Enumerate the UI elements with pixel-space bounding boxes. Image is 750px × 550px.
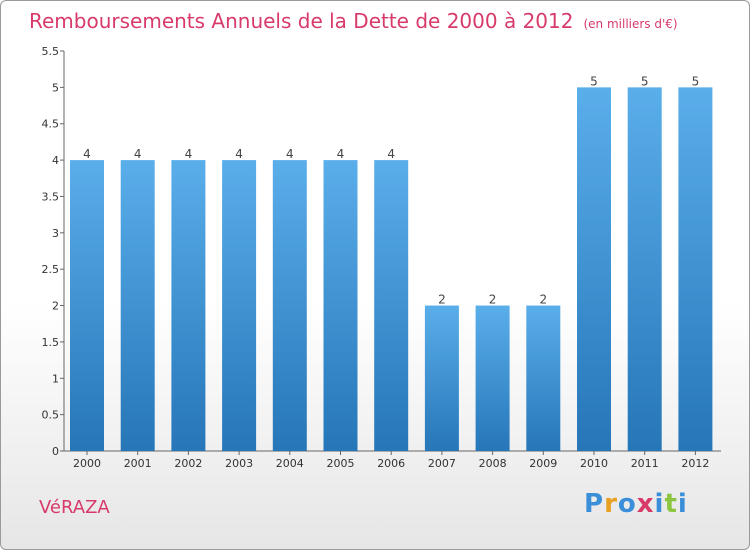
- bar-data-label: 4: [387, 147, 395, 161]
- y-tick-label: 5: [52, 81, 59, 94]
- bar-data-label: 2: [489, 293, 497, 307]
- bar: [526, 305, 561, 451]
- y-tick-label: 1.5: [42, 336, 60, 349]
- commune-name: VéRAZA: [39, 497, 110, 518]
- logo-letter: t: [664, 489, 678, 519]
- bar: [222, 160, 257, 451]
- x-tick-label: 2006: [377, 457, 405, 470]
- x-tick-label: 2009: [529, 457, 557, 470]
- bar: [70, 160, 104, 451]
- x-tick-label: 2005: [327, 457, 355, 470]
- bar: [171, 160, 206, 451]
- bar: [577, 87, 611, 451]
- logo-letter: P: [584, 489, 605, 519]
- logo-letter: o: [617, 489, 637, 519]
- bar-data-label: 4: [235, 147, 243, 161]
- x-tick-label: 2000: [73, 457, 101, 470]
- x-tick-label: 2004: [276, 457, 304, 470]
- y-tick-label: 2: [52, 300, 59, 313]
- bar-data-label: 2: [539, 293, 547, 307]
- x-tick-label: 2002: [174, 457, 202, 470]
- bar-data-label: 4: [83, 147, 91, 161]
- bar-data-label: 4: [286, 147, 294, 161]
- bar-data-label: 5: [692, 74, 700, 88]
- y-tick-label: 5.5: [42, 45, 60, 58]
- y-tick-label: 0: [52, 445, 59, 458]
- bar: [374, 160, 409, 451]
- y-tick-label: 1: [52, 372, 59, 385]
- y-tick-label: 2.5: [42, 263, 60, 276]
- y-tick-label: 3: [52, 227, 59, 240]
- x-tick-label: 2001: [124, 457, 152, 470]
- x-tick-label: 2003: [225, 457, 253, 470]
- bar-data-label: 5: [590, 74, 598, 88]
- logo-letter: r: [604, 489, 618, 519]
- chart-unit: (en milliers d'€): [583, 17, 678, 31]
- bar-data-label: 5: [641, 74, 649, 88]
- x-tick-label: 2007: [428, 457, 456, 470]
- logo-letter: x: [636, 489, 655, 519]
- x-tick-label: 2010: [580, 457, 608, 470]
- bar: [678, 87, 713, 451]
- logo-letter: i: [654, 489, 665, 519]
- y-tick-label: 4: [52, 154, 59, 167]
- y-tick-label: 0.5: [42, 409, 60, 422]
- x-tick-label: 2008: [479, 457, 507, 470]
- proxiti-logo[interactable]: Proxiti: [584, 489, 688, 519]
- x-tick-label: 2012: [681, 457, 709, 470]
- chart-title: Remboursements Annuels de la Dette de 20…: [29, 9, 678, 33]
- bar: [475, 305, 510, 451]
- y-tick-label: 4.5: [42, 118, 60, 131]
- bar: [627, 87, 662, 451]
- bar-data-label: 4: [337, 147, 345, 161]
- bar: [272, 160, 307, 451]
- logo-letter: i: [677, 489, 688, 519]
- x-tick-label: 2011: [631, 457, 659, 470]
- bar: [424, 305, 459, 451]
- y-tick-label: 3.5: [42, 190, 60, 203]
- bar-data-label: 4: [134, 147, 142, 161]
- chart-title-text: Remboursements Annuels de la Dette de 20…: [29, 9, 574, 33]
- bar-data-label: 4: [185, 147, 193, 161]
- bar-data-label: 2: [438, 293, 446, 307]
- bar: [323, 160, 358, 451]
- bar: [120, 160, 155, 451]
